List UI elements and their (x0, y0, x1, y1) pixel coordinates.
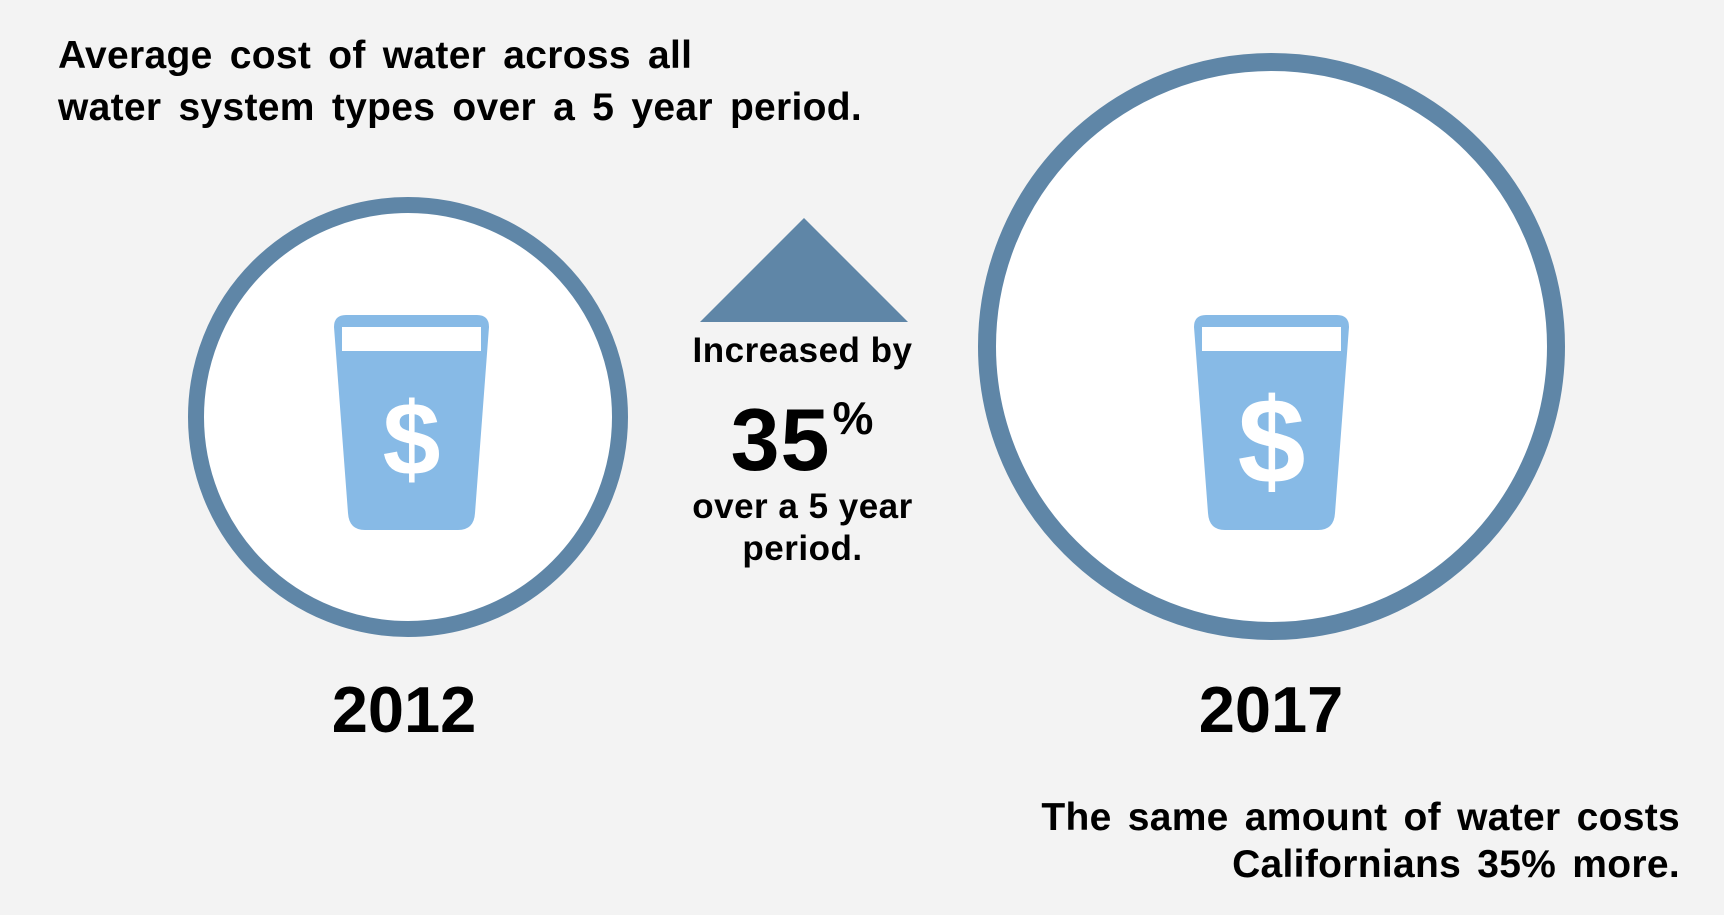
footer-note: The same amount of water costs Californi… (1041, 794, 1680, 888)
dollar-sign: $ (1238, 373, 1306, 509)
infographic-title: Average cost of water across all water s… (58, 30, 862, 134)
year-label-2012: 2012 (331, 673, 477, 746)
increase-unit: % (832, 392, 875, 444)
footer-line-2: Californians 35% more. (1232, 843, 1680, 886)
year-label-2017: 2017 (1198, 673, 1344, 746)
period-line-2: period. (742, 529, 863, 568)
increase-callout: Increased by 35% over a 5 year period. (660, 330, 945, 570)
period-line-1: over a 5 year (692, 487, 913, 526)
increase-value: 35% (660, 372, 945, 486)
water-cup-dollar-icon: $ (334, 315, 489, 530)
up-triangle-icon (700, 218, 908, 322)
increase-label: Increased by (692, 331, 913, 370)
increase-number: 35 (730, 390, 831, 489)
water-cup-dollar-icon: $ (1194, 315, 1349, 530)
footer-line-1: The same amount of water costs (1041, 796, 1680, 839)
dollar-sign: $ (383, 382, 441, 498)
title-line-1: Average cost of water across all (58, 34, 693, 77)
title-line-2: water system types over a 5 year period. (58, 86, 863, 129)
